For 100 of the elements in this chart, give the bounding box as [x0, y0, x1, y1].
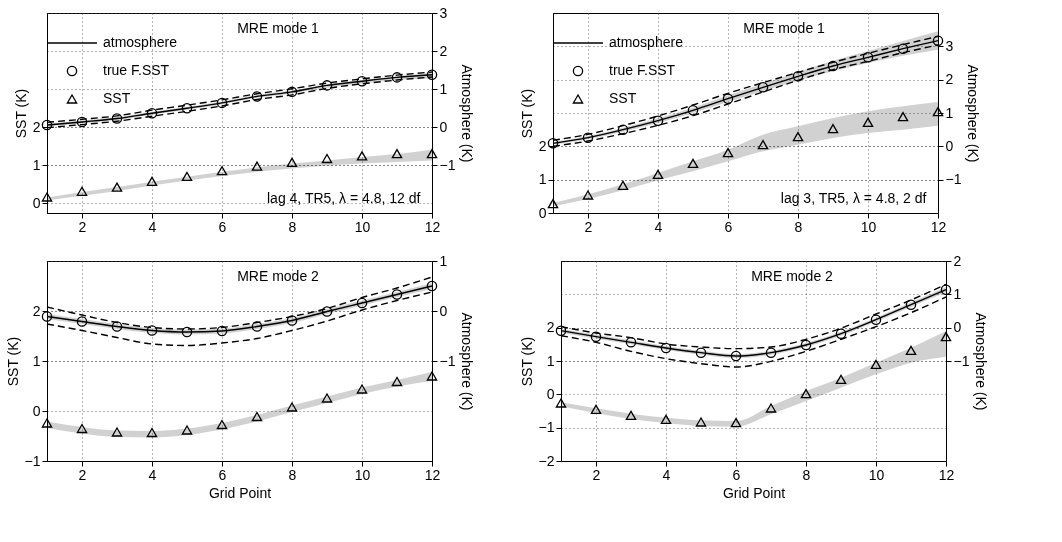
point	[216, 166, 228, 176]
legend-label: atmosphere	[103, 34, 178, 50]
point	[391, 289, 403, 300]
y-tick-label: −1	[24, 452, 41, 469]
point	[695, 417, 707, 427]
y-tick-label: 2	[32, 302, 41, 319]
point	[111, 321, 123, 332]
y-tick-label: 1	[546, 352, 555, 369]
point	[426, 69, 438, 80]
x-axis-title: Grid Point	[208, 484, 272, 501]
point	[391, 376, 403, 387]
point	[800, 339, 812, 351]
point	[76, 116, 88, 128]
y2-axis-title: Atmosphere (K)	[973, 312, 990, 411]
point	[547, 138, 559, 149]
point	[286, 315, 298, 326]
y2-tick-label: 0	[439, 302, 448, 319]
point	[111, 182, 123, 192]
x-tick-label: 8	[288, 466, 297, 483]
point	[695, 347, 707, 358]
x-tick-label: 10	[354, 218, 371, 235]
y2-axis-title: Atmosphere (K)	[459, 312, 476, 411]
y2-tick-label: −1	[439, 352, 456, 369]
y2-tick-label: −1	[945, 171, 962, 188]
y2-tick-label: 0	[945, 137, 954, 154]
x-tick-label: 4	[148, 218, 157, 235]
y-axis-title: SST (K)	[4, 336, 21, 387]
point	[426, 148, 438, 159]
x-tick-label: 2	[78, 218, 87, 235]
annotation: MRE mode 2	[237, 268, 320, 284]
point	[652, 115, 664, 126]
point	[356, 384, 368, 394]
annotation: MRE mode 1	[237, 20, 320, 36]
legend-label: atmosphere	[609, 34, 684, 50]
y-tick-label: 0	[32, 402, 41, 419]
point	[321, 393, 333, 403]
point	[356, 151, 368, 161]
y-tick-label: 2	[32, 118, 41, 135]
point	[321, 80, 333, 91]
x-tick-label: 4	[662, 466, 671, 483]
y2-tick-label: 0	[953, 319, 962, 336]
x-tick-label: 12	[424, 218, 441, 235]
point	[181, 102, 193, 114]
point	[625, 337, 637, 348]
x-tick-label: 2	[584, 218, 593, 235]
y-tick-label: 2	[538, 137, 547, 154]
point	[321, 306, 333, 317]
point	[41, 119, 53, 131]
x-tick-label: 4	[148, 466, 157, 483]
point	[940, 332, 952, 342]
y-tick-label: 0	[546, 385, 555, 402]
point	[862, 117, 874, 127]
y-tick-label: 1	[538, 171, 547, 188]
point	[835, 328, 847, 339]
y2-tick-label: 1	[953, 285, 962, 302]
x-tick-label: 8	[802, 466, 811, 483]
x-tick-label: 10	[860, 218, 877, 235]
point	[555, 325, 567, 336]
point	[905, 345, 917, 355]
point	[660, 342, 672, 354]
point	[251, 411, 263, 422]
legend-label: true F.SST	[609, 62, 676, 78]
y2-tick-label: 2	[945, 71, 954, 88]
legend-label: SST	[609, 90, 637, 106]
point	[897, 112, 909, 122]
point	[862, 52, 874, 63]
y-tick-label: −2	[538, 452, 555, 469]
point	[827, 60, 839, 72]
point	[111, 113, 123, 124]
point	[146, 427, 158, 438]
point	[757, 82, 769, 93]
legend-label: SST	[103, 90, 131, 106]
point	[251, 161, 263, 171]
point	[765, 403, 777, 413]
point	[555, 398, 567, 408]
point	[897, 43, 909, 54]
y-tick-label: −1	[538, 419, 555, 436]
point	[41, 418, 53, 428]
point	[216, 419, 228, 430]
y2-tick-label: −1	[953, 352, 970, 369]
y-tick-label: 1	[32, 352, 41, 369]
point	[800, 389, 812, 399]
y2-tick-label: 3	[439, 4, 448, 21]
x-tick-label: 6	[218, 218, 227, 235]
point	[251, 321, 263, 332]
x-tick-label: 10	[868, 466, 885, 483]
point	[722, 148, 734, 158]
point	[146, 325, 158, 336]
point	[932, 107, 944, 117]
point	[286, 86, 298, 98]
y2-tick-label: 1	[439, 252, 448, 269]
x-tick-label: 8	[288, 218, 297, 235]
y-tick-label: 2	[546, 319, 555, 336]
point	[870, 314, 882, 325]
point	[391, 72, 403, 83]
x-axis-title: Grid Point	[722, 484, 786, 501]
x-tick-label: 12	[938, 466, 955, 483]
point	[181, 425, 193, 435]
x-tick-label: 12	[424, 466, 441, 483]
point	[216, 97, 228, 109]
